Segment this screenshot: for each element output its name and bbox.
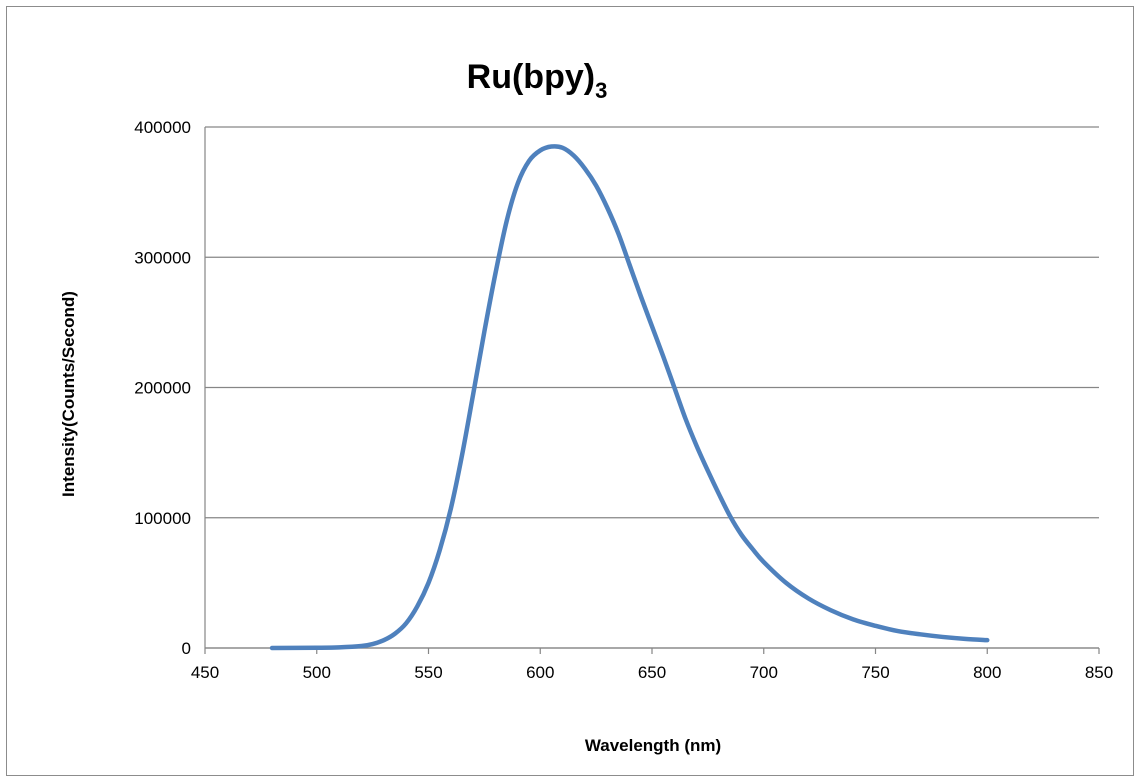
x-tick-label: 650 — [638, 663, 666, 682]
y-tick-label: 0 — [182, 639, 191, 658]
chart-title-subscript: 3 — [595, 78, 607, 103]
x-tick-labels: 450 500 550 600 650 700 750 800 850 — [191, 663, 1113, 682]
x-tick-label: 850 — [1085, 663, 1113, 682]
y-tick-labels: 0 100000 200000 300000 400000 — [134, 118, 191, 658]
x-tick-label: 600 — [526, 663, 554, 682]
y-tick-label: 100000 — [134, 509, 191, 528]
series-line — [269, 144, 990, 651]
x-tick-label: 500 — [303, 663, 331, 682]
chart-title: Ru(bpy)3 — [467, 58, 608, 103]
x-tick-label: 750 — [861, 663, 889, 682]
y-axis-title: Intensity(Counts/Second) — [59, 291, 78, 497]
x-tick-label: 450 — [191, 663, 219, 682]
y-tick-label: 400000 — [134, 118, 191, 137]
chart-frame: Ru(bpy)3 0 100000 200000 300000 400000 450 50… — [6, 6, 1134, 776]
x-axis-title: Wavelength (nm) — [585, 736, 721, 755]
axes — [204, 127, 1100, 654]
y-tick-label: 200000 — [134, 379, 191, 398]
y-tick-label: 300000 — [134, 248, 191, 267]
grid-lines — [205, 126, 1099, 649]
series-layer — [269, 144, 990, 651]
x-tick-label: 700 — [750, 663, 778, 682]
chart-canvas: Ru(bpy)3 0 100000 200000 300000 400000 450 50… — [59, 58, 1113, 755]
x-tick-label: 550 — [414, 663, 442, 682]
x-tick-label: 800 — [973, 663, 1001, 682]
